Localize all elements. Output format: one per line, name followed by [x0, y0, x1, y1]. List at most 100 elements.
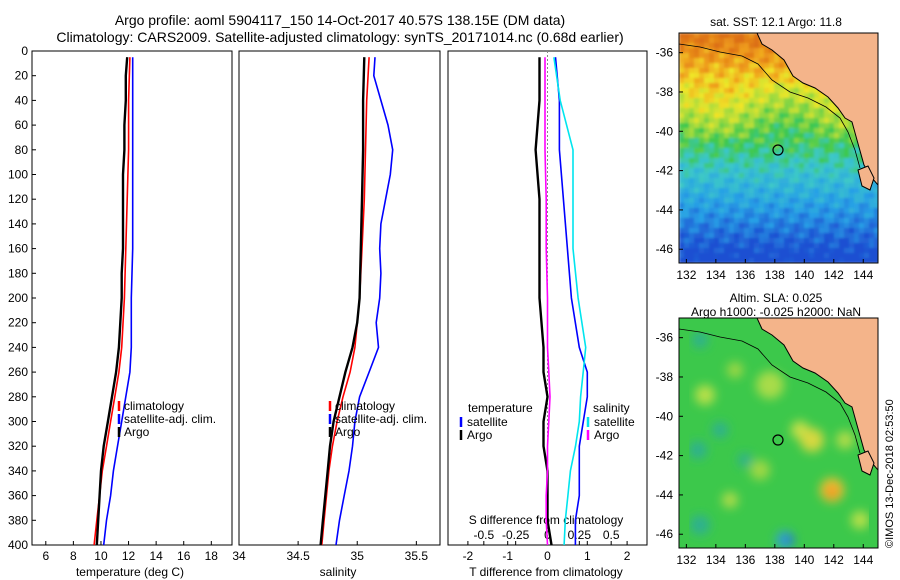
sst-cell [679, 138, 685, 144]
sla-map-panel: Altim. SLA: 0.025 Argo h1000: -0.025 h20… [656, 291, 879, 567]
sst-cell [799, 98, 805, 104]
sst-cell [729, 113, 735, 119]
sst-cell [759, 228, 765, 234]
sst-cell [819, 208, 825, 214]
sst-cell [754, 68, 760, 74]
sst-cell [694, 243, 700, 249]
sst-cell [764, 183, 770, 189]
sst-cell [804, 238, 810, 244]
sst-cell [729, 228, 735, 234]
sst-cell [864, 258, 870, 263]
sst-cell [724, 53, 730, 59]
sst-cell [804, 158, 810, 164]
sst-longitude-axis: 132 134 136 138 140 142 144 [676, 259, 874, 282]
sst-cell [799, 128, 805, 134]
sst-cell [869, 193, 875, 199]
sst-cell [704, 153, 710, 159]
sst-cell [724, 223, 730, 229]
sst-cell [744, 123, 750, 129]
sst-cell [709, 138, 715, 144]
sst-cell [824, 188, 830, 194]
sst-cell [764, 128, 770, 134]
sst-cell [769, 238, 775, 244]
sst-cell [684, 193, 690, 199]
sst-cell [864, 218, 870, 224]
sst-cell [739, 218, 745, 224]
sst-cell [699, 98, 705, 104]
sst-cell [789, 83, 795, 89]
sst-cell [839, 128, 845, 134]
sst-cell [709, 68, 715, 74]
sst-cell [709, 93, 715, 99]
sst-cell [814, 113, 820, 119]
sst-cell [734, 178, 740, 184]
sst-cell [699, 203, 705, 209]
sst-cell [694, 248, 700, 254]
sst-cell [809, 113, 815, 119]
sst-cell [844, 183, 850, 189]
sla-latitude-axis: -36-38-40-42-44-46 [656, 331, 683, 541]
sst-cell [804, 128, 810, 134]
sst-cell [709, 198, 715, 204]
sst-cell [759, 118, 765, 124]
sst-cell [729, 63, 735, 69]
sst-cell [689, 168, 695, 174]
sst-cell [734, 198, 740, 204]
lon-tick-label: 136 [735, 268, 755, 282]
sst-cell [729, 243, 735, 249]
sst-cell [694, 108, 700, 114]
sst-cell [784, 123, 790, 129]
sst-cell [684, 143, 690, 149]
sst-cell [699, 163, 705, 169]
sst-cell [719, 103, 725, 109]
sst-cell [804, 108, 810, 114]
sst-cell [759, 128, 765, 134]
sst-cell [719, 88, 725, 94]
sst-cell [744, 218, 750, 224]
sst-cell [739, 33, 745, 39]
sst-cell [689, 153, 695, 159]
sst-cell [774, 238, 780, 244]
sla-heatmap [689, 332, 869, 548]
sst-cell [749, 193, 755, 199]
sst-cell [714, 43, 720, 49]
sst-cell [779, 58, 785, 64]
sst-cell [684, 53, 690, 59]
sst-cell [684, 183, 690, 189]
sst-cell [854, 218, 860, 224]
sst-cell [784, 118, 790, 124]
sst-cell [724, 98, 730, 104]
sst-cell [764, 103, 770, 109]
legend-label: satellite [467, 415, 508, 429]
sst-cell [724, 38, 730, 44]
sst-cell [689, 188, 695, 194]
sst-cell [739, 113, 745, 119]
sst-cell [684, 63, 690, 69]
sst-cell [684, 248, 690, 254]
sst-cell [719, 188, 725, 194]
sst-cell [679, 153, 685, 159]
sst-cell [834, 138, 840, 144]
depth-axis: 0204060801001201401601802002202402602803… [8, 44, 36, 552]
sst-cell [729, 173, 735, 179]
sst-cell [784, 233, 790, 239]
lat-tick-label: -42 [656, 449, 674, 463]
sst-cell [724, 143, 730, 149]
x-tick-label: 8 [70, 549, 77, 563]
sst-cell [719, 118, 725, 124]
sst-cell [824, 208, 830, 214]
sst-cell [734, 228, 740, 234]
sst-cell [694, 148, 700, 154]
sst-cell [734, 68, 740, 74]
sst-cell [719, 208, 725, 214]
sst-cell [809, 218, 815, 224]
sst-cell [764, 238, 770, 244]
sst-cell [704, 173, 710, 179]
sst-cell [724, 168, 730, 174]
sst-map-title: sat. SST: 12.1 Argo: 11.8 [710, 15, 842, 29]
sst-cell [814, 178, 820, 184]
sst-cell [689, 198, 695, 204]
sst-cell [739, 48, 745, 54]
lat-tick-label: -36 [656, 46, 674, 60]
sst-cell [714, 198, 720, 204]
